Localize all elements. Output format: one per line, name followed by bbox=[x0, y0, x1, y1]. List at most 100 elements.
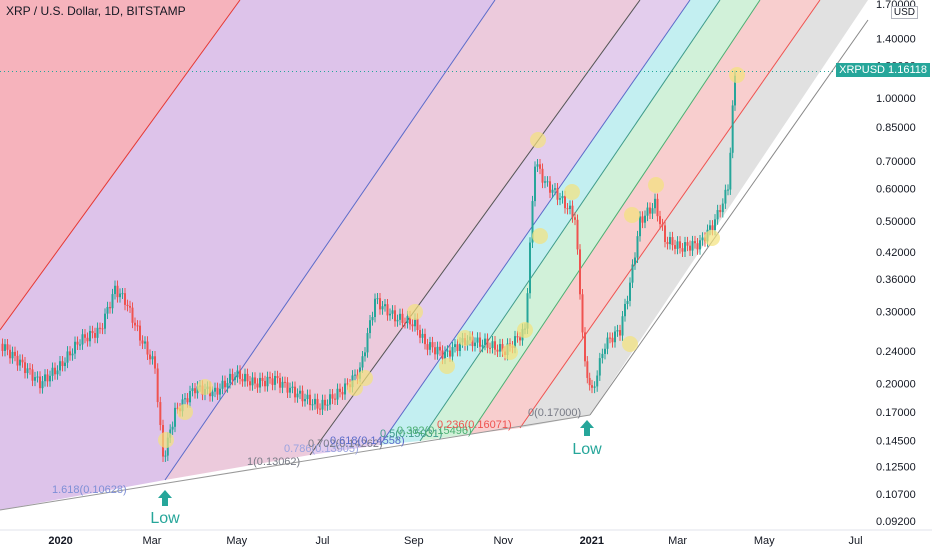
candle-body bbox=[441, 350, 444, 359]
candle-body bbox=[6, 344, 9, 350]
highlight-marker bbox=[704, 230, 720, 246]
candle-body bbox=[4, 344, 6, 351]
candle-body bbox=[336, 388, 339, 400]
candle-body bbox=[309, 394, 311, 405]
candle-body bbox=[14, 351, 16, 356]
candle-body bbox=[593, 386, 596, 388]
candle-body bbox=[109, 306, 111, 309]
fan-line bbox=[0, 0, 241, 331]
candle-body bbox=[586, 361, 589, 378]
symbol-label: XRPUSD bbox=[839, 64, 885, 76]
candle-body bbox=[639, 216, 641, 237]
fan-line bbox=[419, 0, 721, 442]
candle-body bbox=[29, 368, 31, 370]
candle-body bbox=[304, 398, 306, 402]
candle-body bbox=[724, 189, 727, 204]
candle-body bbox=[16, 355, 19, 366]
candle-body bbox=[96, 327, 99, 338]
candle-body bbox=[11, 351, 14, 359]
candle-body bbox=[579, 249, 581, 295]
candle-body bbox=[676, 241, 679, 249]
candle-body bbox=[139, 325, 141, 341]
candle-body bbox=[514, 336, 516, 348]
candle-body bbox=[154, 356, 156, 369]
candle-body bbox=[544, 181, 546, 183]
candle-body bbox=[144, 341, 146, 344]
candle-body bbox=[121, 293, 124, 295]
candle-body bbox=[674, 245, 676, 249]
candle-body bbox=[69, 351, 71, 356]
candle-body bbox=[426, 344, 429, 350]
candle-body bbox=[561, 196, 564, 199]
candle-body bbox=[346, 383, 349, 385]
candle-body bbox=[91, 330, 94, 334]
candle-body bbox=[251, 377, 254, 386]
candle-body bbox=[376, 298, 379, 300]
candle-body bbox=[371, 317, 374, 321]
candle-body bbox=[729, 152, 732, 190]
candle-body bbox=[31, 369, 34, 381]
candle-body bbox=[94, 333, 96, 338]
candle-body bbox=[296, 393, 299, 398]
candle-body bbox=[601, 353, 604, 359]
candle-body bbox=[414, 318, 416, 327]
candle-body bbox=[479, 337, 481, 347]
low-annotation: Low bbox=[150, 510, 180, 527]
fan-level-label: 0(0.17000) bbox=[528, 407, 581, 419]
candle-body bbox=[711, 225, 714, 230]
candle-body bbox=[556, 188, 559, 200]
candle-body bbox=[39, 376, 41, 389]
currency-button[interactable]: USD bbox=[890, 6, 918, 19]
candle-body bbox=[76, 341, 79, 345]
candle-body bbox=[531, 201, 534, 243]
candle-body bbox=[19, 359, 21, 366]
candle-body bbox=[619, 330, 621, 336]
candle-body bbox=[369, 320, 371, 334]
fan-band-purple bbox=[0, 0, 495, 510]
highlight-marker bbox=[564, 184, 580, 200]
candle-body bbox=[226, 383, 229, 388]
candle-body bbox=[286, 382, 289, 393]
candle-body bbox=[449, 350, 451, 357]
candle-body bbox=[46, 374, 49, 382]
candle-body bbox=[396, 319, 399, 322]
candle-body bbox=[564, 196, 566, 209]
candle-body bbox=[149, 354, 151, 360]
candle-body bbox=[111, 294, 114, 309]
fan-band-purple2 bbox=[310, 0, 690, 455]
candle-body bbox=[219, 388, 221, 395]
candle-body bbox=[519, 337, 521, 341]
candle-body bbox=[474, 342, 476, 347]
highlight-marker bbox=[347, 380, 363, 396]
candle-body bbox=[539, 164, 541, 169]
y-tick-label: 0.09200 bbox=[876, 516, 916, 528]
candle-body bbox=[701, 237, 704, 241]
highlight-marker bbox=[648, 177, 664, 193]
candle-body bbox=[399, 313, 401, 320]
candle-body bbox=[446, 350, 449, 352]
candle-body bbox=[231, 373, 234, 380]
candle-body bbox=[719, 210, 722, 213]
candle-body bbox=[364, 352, 366, 357]
candle-body bbox=[324, 399, 326, 406]
candle-body bbox=[334, 398, 336, 400]
candle-body bbox=[79, 344, 81, 346]
fan-level-label: 0.236(0.16071) bbox=[437, 419, 512, 431]
candle-body bbox=[301, 390, 304, 402]
fan-level-label: 0.786(0.13905) bbox=[284, 443, 359, 455]
fan-level-label: 1(0.13062) bbox=[247, 456, 300, 468]
candle-body bbox=[341, 391, 344, 395]
low-arrow-icon bbox=[158, 490, 172, 506]
candle-body bbox=[84, 334, 86, 338]
y-tick-label: 0.42000 bbox=[876, 247, 916, 259]
highlight-marker bbox=[517, 322, 533, 338]
candle-body bbox=[716, 210, 719, 220]
candle-body bbox=[731, 105, 734, 153]
candle-body bbox=[671, 237, 674, 246]
candle-body bbox=[61, 361, 64, 367]
candle-body bbox=[119, 293, 121, 298]
highlight-marker bbox=[407, 304, 423, 320]
candle-body bbox=[686, 242, 689, 246]
highlight-marker bbox=[622, 336, 638, 352]
candle-body bbox=[326, 404, 329, 406]
